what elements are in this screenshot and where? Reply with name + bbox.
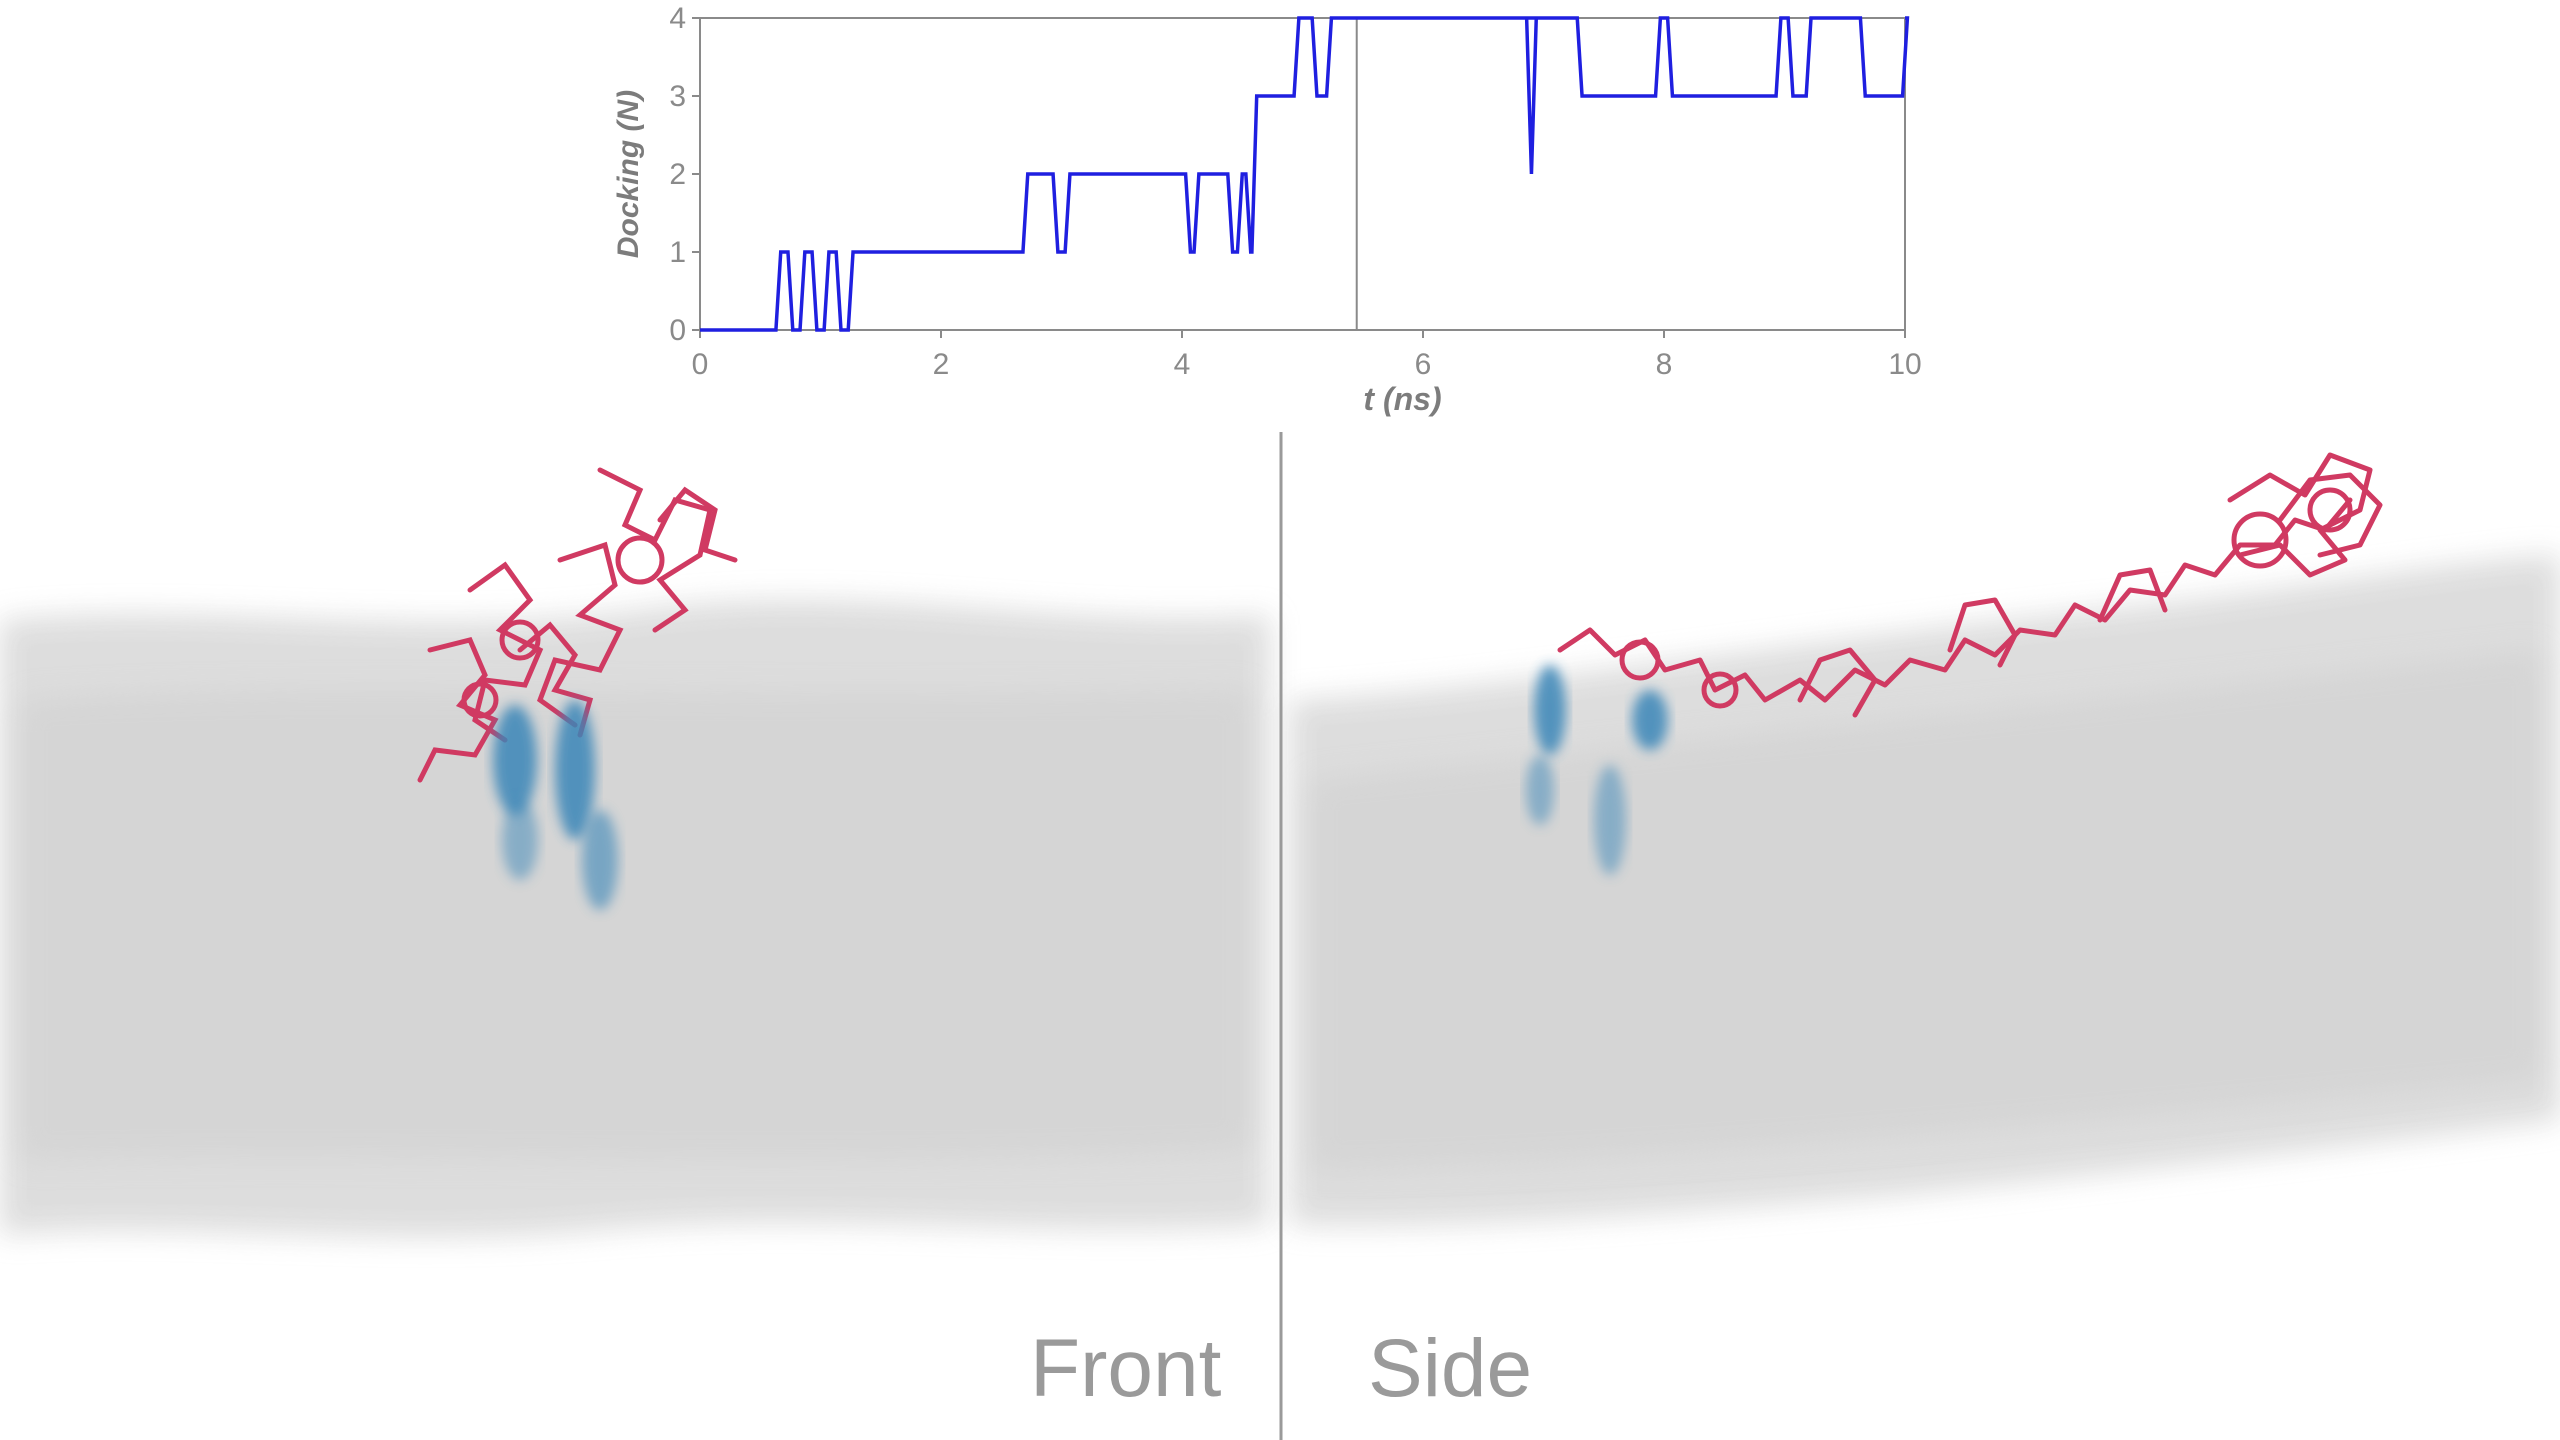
front-membrane xyxy=(0,600,1270,1238)
x-tick-label: 0 xyxy=(692,348,709,381)
side-lipid-markers xyxy=(1526,665,1668,875)
series-spike xyxy=(1524,17,1539,175)
x-tick-label: 4 xyxy=(1174,348,1191,381)
side-view-label: Side xyxy=(1368,1323,1533,1414)
y-axis-label: Docking (N) xyxy=(612,90,645,258)
y-tick-label: 3 xyxy=(669,80,686,113)
x-tick-label: 10 xyxy=(1888,348,1921,381)
front-peptide xyxy=(417,467,738,783)
chart-ticks: 0 2 4 6 8 10 0 1 2 3 4 xyxy=(669,2,1921,381)
y-tick-label: 0 xyxy=(669,314,686,347)
side-peptide xyxy=(1557,452,2383,718)
series-line-docking xyxy=(700,16,1910,332)
x-tick-label: 6 xyxy=(1415,348,1432,381)
x-tick-label: 8 xyxy=(1656,348,1673,381)
y-tick-label: 2 xyxy=(669,158,686,191)
y-tick-label: 4 xyxy=(669,2,686,35)
y-tick-label: 1 xyxy=(669,236,686,269)
front-view-label: Front xyxy=(1030,1323,1222,1414)
docking-chart: 0 2 4 6 8 10 0 1 2 3 4 t (ns) Docking (N) xyxy=(612,2,1922,417)
x-axis-label: t (ns) xyxy=(1363,381,1441,417)
side-membrane xyxy=(1290,555,2560,1226)
x-tick-label: 2 xyxy=(933,348,950,381)
front-lipid-markers xyxy=(493,700,618,910)
